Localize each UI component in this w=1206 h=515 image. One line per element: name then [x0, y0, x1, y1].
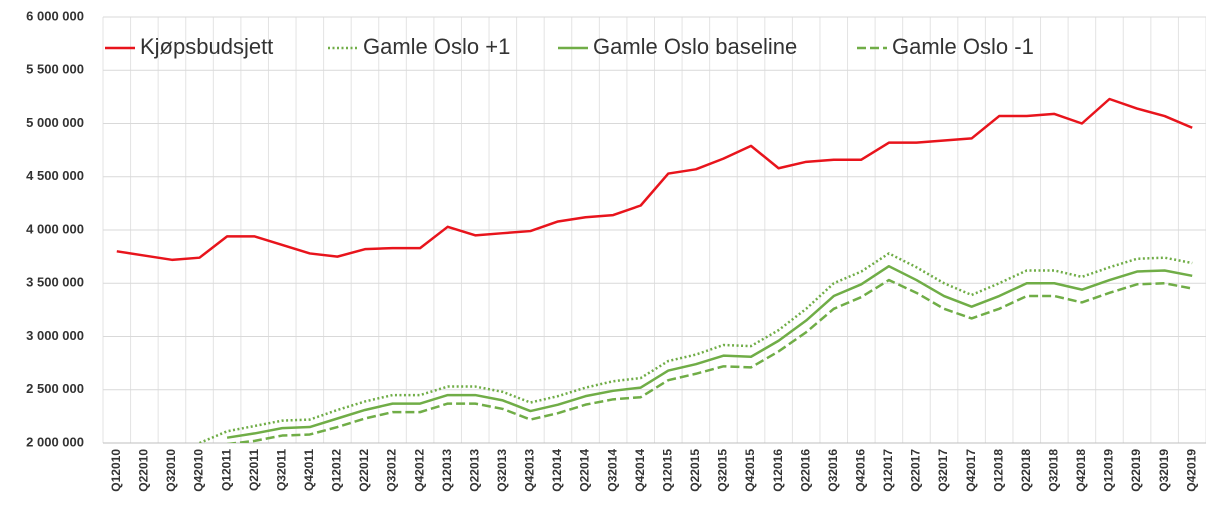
x-tick-label: Q12015 — [660, 449, 674, 492]
series-line — [116, 97, 1193, 262]
series-line — [199, 252, 1193, 443]
x-tick-label: Q12016 — [771, 449, 785, 492]
x-tick-label: Q22011 — [247, 449, 261, 491]
series-line — [226, 264, 1193, 439]
x-tick-label: Q32019 — [1157, 449, 1171, 492]
x-tick-label: Q42014 — [633, 449, 647, 492]
legend-label: Gamle Oslo -1 — [892, 34, 1034, 59]
y-tick-label: 2 000 000 — [26, 434, 84, 449]
series-line — [226, 278, 1193, 443]
legend-label: Kjøpsbudsjett — [140, 34, 273, 59]
y-tick-label: 6 000 000 — [26, 8, 84, 23]
x-tick-label: Q42018 — [1074, 449, 1088, 492]
x-tick-label: Q42017 — [964, 449, 978, 492]
x-tick-label: Q12011 — [219, 449, 233, 491]
x-tick-label: Q22015 — [688, 449, 702, 492]
x-tick-label: Q32017 — [936, 449, 950, 492]
x-tick-label: Q32015 — [716, 449, 730, 492]
x-tick-label: Q42010 — [192, 449, 206, 492]
x-tick-label: Q22016 — [798, 449, 812, 492]
x-tick-label: Q42013 — [523, 449, 537, 492]
x-tick-label: Q12012 — [330, 449, 344, 492]
x-tick-label: Q22014 — [578, 449, 592, 492]
x-tick-label: Q12010 — [109, 449, 123, 492]
x-tick-label: Q32012 — [385, 449, 399, 492]
y-tick-label: 5 000 000 — [26, 115, 84, 130]
x-tick-label: Q32011 — [274, 449, 288, 491]
x-tick-label: Q12014 — [550, 449, 564, 492]
x-tick-label: Q22019 — [1129, 449, 1143, 492]
x-tick-label: Q42012 — [412, 449, 426, 492]
x-tick-label: Q12018 — [991, 449, 1005, 492]
x-tick-label: Q32010 — [164, 449, 178, 492]
x-tick-label: Q22017 — [909, 449, 923, 492]
x-tick-label: Q32013 — [495, 449, 509, 492]
x-tick-label: Q12013 — [440, 449, 454, 492]
plot-area — [116, 97, 1193, 443]
y-tick-label: 4 000 000 — [26, 221, 84, 236]
x-tick-label: Q22012 — [357, 449, 371, 492]
y-tick-label: 4 500 000 — [26, 168, 84, 183]
x-tick-label: Q42015 — [743, 449, 757, 492]
y-tick-label: 2 500 000 — [26, 381, 84, 396]
y-tick-label: 3 500 000 — [26, 275, 84, 290]
y-tick-label: 3 000 000 — [26, 328, 84, 343]
y-tick-label: 5 500 000 — [26, 62, 84, 77]
x-tick-label: Q32014 — [605, 449, 619, 492]
x-tick-label: Q42019 — [1184, 449, 1198, 492]
x-tick-label: Q42016 — [853, 449, 867, 492]
x-tick-label: Q42011 — [302, 449, 316, 491]
x-tick-label: Q22010 — [137, 449, 151, 492]
x-tick-label: Q32016 — [826, 449, 840, 492]
x-tick-label: Q12017 — [881, 449, 895, 492]
x-tick-label: Q22013 — [467, 449, 481, 492]
x-tick-label: Q32018 — [1047, 449, 1061, 492]
legend-label: Gamle Oslo baseline — [593, 34, 797, 59]
x-tick-label: Q12019 — [1102, 449, 1116, 492]
x-tick-label: Q22018 — [1019, 449, 1033, 492]
legend-label: Gamle Oslo +1 — [363, 34, 510, 59]
